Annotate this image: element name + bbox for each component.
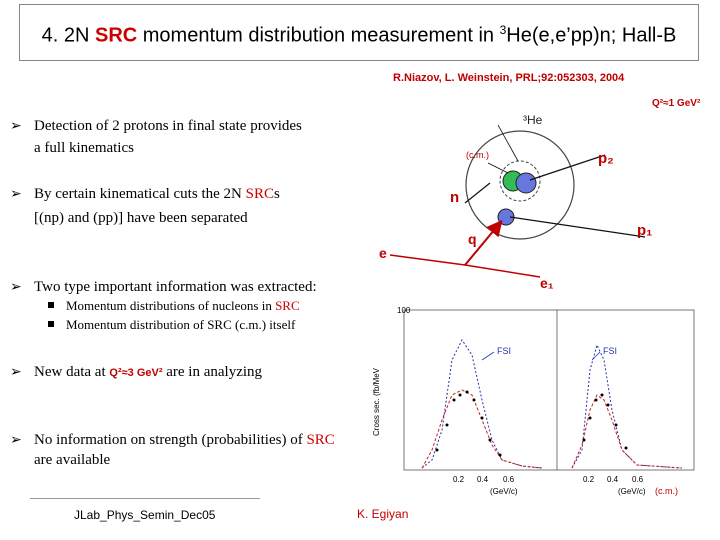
title-highlight: SRC (94, 24, 138, 47)
q2-label: Q²≈1 GeV² (652, 98, 701, 109)
xtick-right-2: 0.4 (607, 475, 619, 484)
footer-author: K. Egiyan (357, 507, 409, 521)
bullet-5-src: SRC (306, 432, 335, 448)
bullet-arrow-icon: ➢ (10, 432, 22, 448)
bullet-1-line1: Detection of 2 protons in final state pr… (34, 118, 302, 134)
bullet-4-post: are in analyzing (162, 364, 263, 380)
scattered-line (464, 264, 541, 278)
subbullet-1-src: SRC (275, 298, 300, 313)
reference: R.Niazov, L. Weinstein, PRL;92:052303, 2… (393, 72, 625, 84)
bullet-1-line2: a full kinematics (34, 140, 134, 156)
p2-track (529, 154, 606, 181)
title-prefix: 4. 2N (41, 24, 95, 47)
bullet-2-text-c: s (273, 186, 280, 202)
slide-title: 4. 2N SRC momentum distribution measurem… (20, 23, 698, 48)
title-sup: 3 (499, 23, 507, 37)
e1-label: e₁ (540, 275, 554, 291)
he3-pointer (497, 124, 519, 162)
subbullet-2: Momentum distribution of SRC (c.m.) itse… (66, 317, 296, 332)
q-label: q (468, 231, 477, 247)
plot-cm-label: (c.m.) (655, 486, 678, 496)
plot-ylabel: Cross sec. (fb/MeV (372, 367, 381, 436)
footer-left: JLab_Phys_Semin_Dec05 (74, 508, 216, 522)
bullet-arrow-icon: ➢ (10, 186, 22, 202)
beam-line (389, 254, 466, 266)
bullet-3-line1: Two type important information was extra… (34, 279, 317, 295)
nucleus-circle (465, 130, 575, 240)
cm-pointer (487, 162, 509, 174)
reaction-diagram (389, 124, 646, 278)
bullet-2-src: SRC (245, 186, 274, 202)
fsi-label-left: FSI (497, 346, 512, 356)
xtick-left-3: 0.6 (503, 475, 515, 484)
bullet-2-text-a: By certain kinematical cuts the 2N (34, 186, 246, 202)
bullet-5-line2: are available (34, 452, 111, 468)
xlabel-left: (GeV/c) (490, 487, 518, 496)
xtick-right-3: 0.6 (632, 475, 644, 484)
bullet-4-q2: Q²≈3 GeV² (109, 367, 163, 379)
bullet-2-line1: By certain kinematical cuts the 2N SRCs (34, 184, 280, 204)
bullet-2-line2: [(np) and (pp)] have been separated (34, 210, 248, 226)
e-label: e (379, 245, 387, 261)
title-box: 4. 2N SRC momentum distribution measurem… (19, 4, 699, 61)
xtick-right-1: 0.2 (583, 475, 595, 484)
plot-ytick-top: 100 (397, 306, 411, 315)
fsi-label-right: FSI (603, 346, 618, 356)
q-arrow (464, 219, 503, 266)
bullet-5-text: No information on strength (probabilitie… (34, 432, 307, 448)
bullet-arrow-icon: ➢ (10, 279, 22, 295)
title-middle: momentum distribution measurement in (137, 24, 500, 47)
proton-ball (515, 172, 537, 194)
bullet-4-line1: New data at Q²≈3 GeV² are in analyzing (34, 362, 262, 383)
subbullet-1-text: Momentum distributions of nucleons in (66, 298, 276, 313)
src-pair-circle (499, 160, 541, 202)
p1-label: p₁ (637, 222, 653, 239)
footer-divider (30, 498, 260, 499)
n-track (464, 182, 491, 204)
bullet-arrow-icon: ➢ (10, 118, 22, 134)
square-bullet-icon (48, 321, 54, 327)
momentum-plot (403, 309, 695, 471)
bullet-4-pre: New data at (34, 364, 110, 380)
bullet-5-line1: No information on strength (probabilitie… (34, 430, 335, 450)
p1-track (509, 216, 646, 238)
title-suffix: He(e,e’pp)n; Hall-B (506, 24, 677, 47)
p2-label: p₂ (598, 150, 614, 167)
n-label: n (450, 189, 460, 206)
xlabel-right: (GeV/c) (618, 487, 646, 496)
square-bullet-icon (48, 302, 54, 308)
subbullet-1: Momentum distributions of nucleons in SR… (66, 297, 300, 315)
xtick-left-1: 0.2 (453, 475, 465, 484)
he3-label: ³He (523, 113, 543, 127)
xtick-left-2: 0.4 (477, 475, 489, 484)
cm-label: (c.m.) (466, 150, 489, 160)
bullet-arrow-icon: ➢ (10, 364, 22, 380)
